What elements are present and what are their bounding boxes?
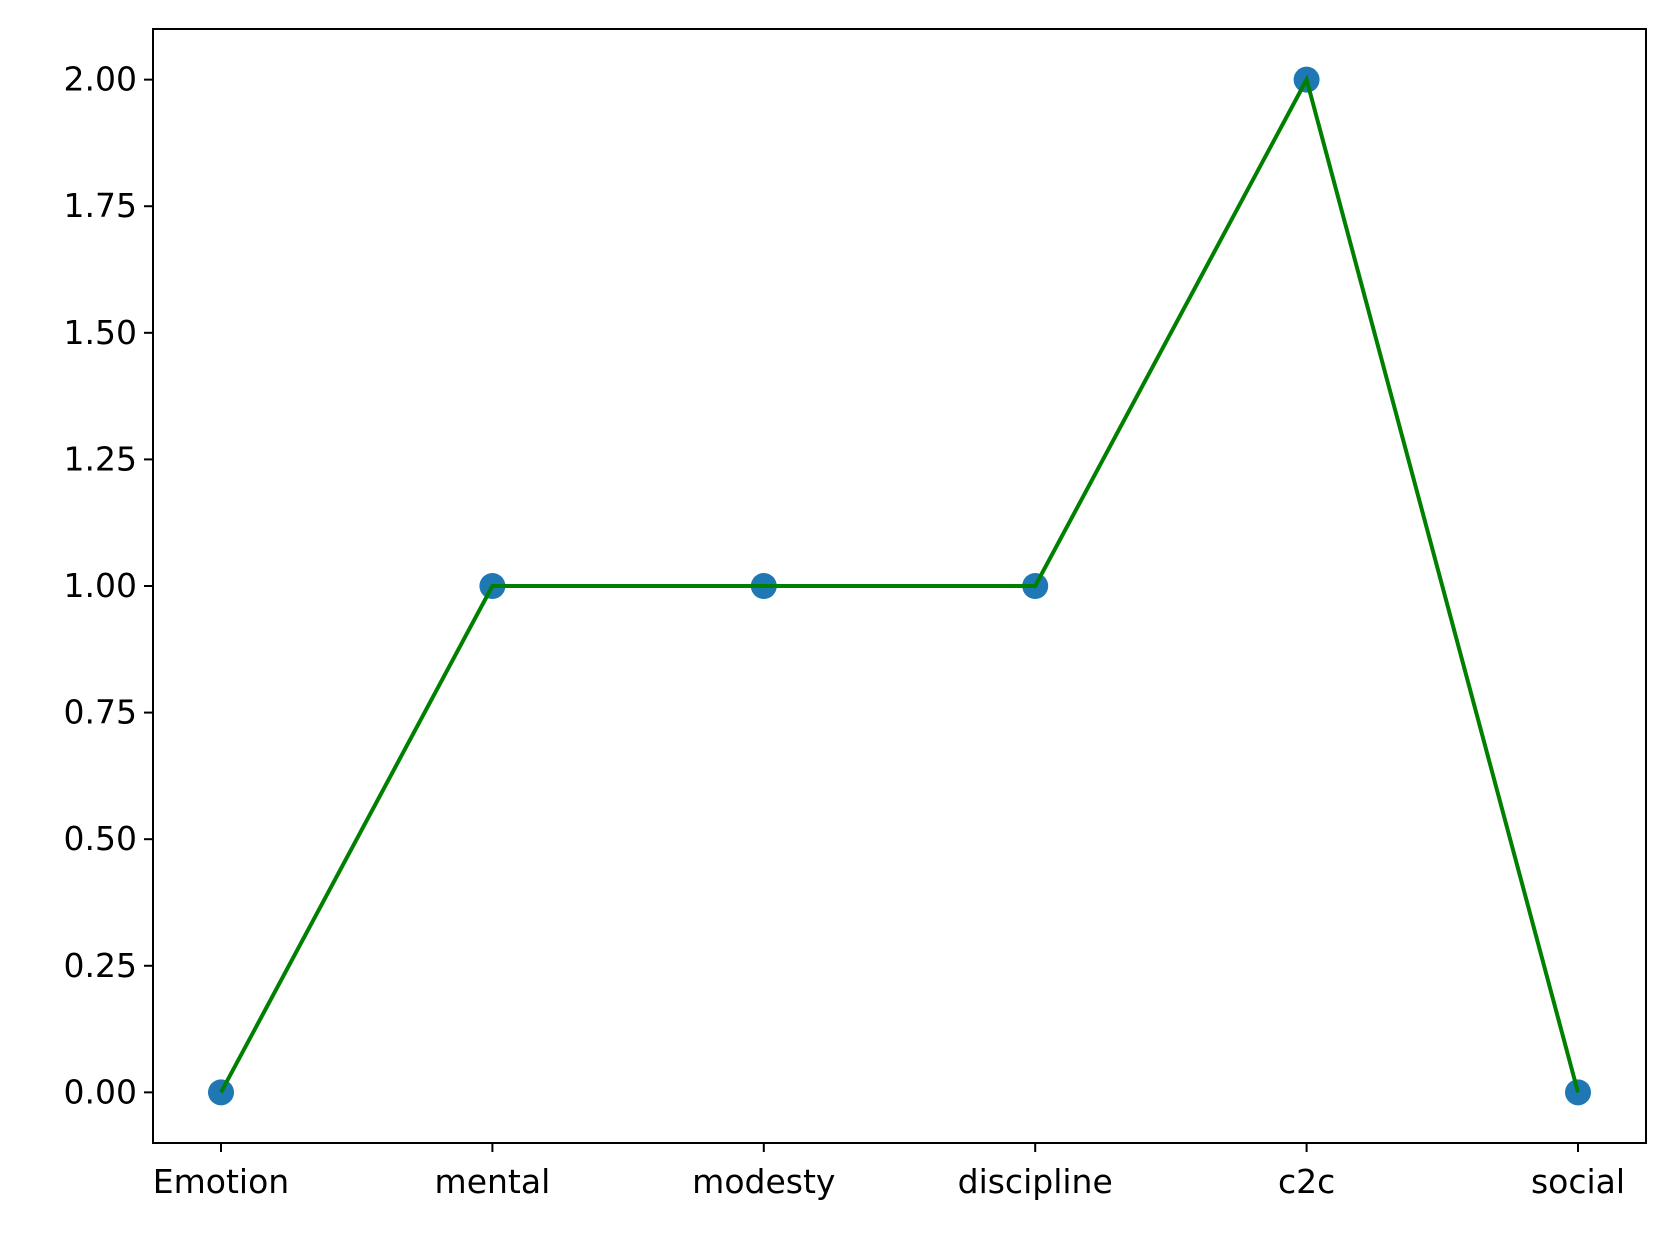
y-tick-label: 1.75 (64, 186, 137, 225)
x-tick-label: Emotion (153, 1162, 289, 1201)
y-tick-label: 1.25 (64, 439, 137, 478)
x-tick-label: c2c (1278, 1162, 1335, 1201)
x-tick-label: social (1531, 1162, 1625, 1201)
y-tick-label: 0.75 (64, 693, 137, 732)
y-tick-label: 2.00 (64, 60, 137, 99)
y-tick-label: 0.00 (64, 1072, 137, 1111)
y-tick-label: 0.25 (64, 946, 137, 985)
y-tick-label: 1.50 (64, 313, 137, 352)
x-tick-label: discipline (958, 1162, 1113, 1201)
y-tick-label: 1.00 (64, 566, 137, 605)
y-tick-label: 0.50 (64, 819, 137, 858)
x-tick-label: mental (435, 1162, 551, 1201)
x-tick-label: modesty (692, 1162, 835, 1201)
series-line (219, 74, 1580, 1094)
